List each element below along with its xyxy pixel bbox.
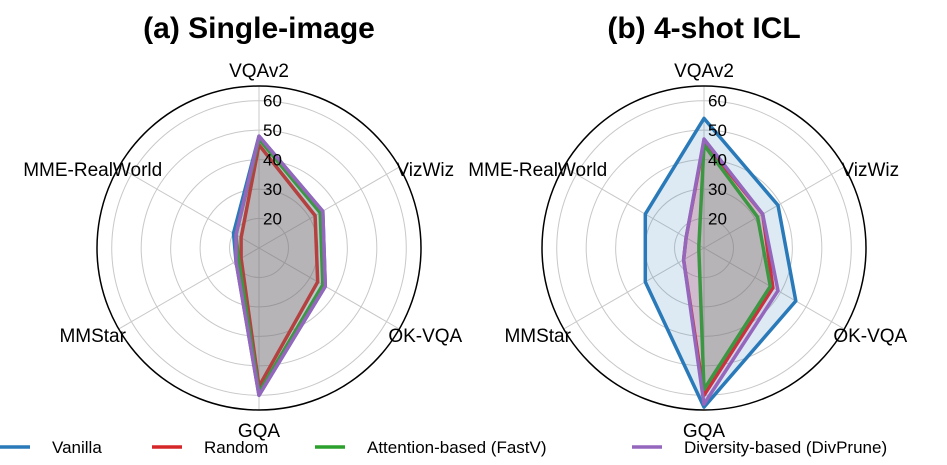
radar-series-4-shot-icl xyxy=(643,116,798,409)
axis-label-vizwiz: VizWiz xyxy=(841,160,899,181)
axis-label-mme-realworld: MME-RealWorld xyxy=(468,160,607,181)
axis-label-gqa: GQA xyxy=(238,421,281,442)
radial-tick-label: 50 xyxy=(263,121,282,140)
radial-tick-label: 30 xyxy=(708,180,727,199)
axis-labels-single-image: 20 30 40 50 60 VQAv2 VizWiz OK-VQA GQA MMStar MME-… xyxy=(23,61,462,442)
radar-spoke xyxy=(258,247,400,330)
legend-label-vanilla: Vanilla xyxy=(52,438,102,457)
radial-tick-label: 50 xyxy=(708,121,727,140)
series-diversity-based-divprune xyxy=(681,137,780,406)
legend-label-diversity-based-divprune: Diversity-based (DivPrune) xyxy=(684,438,887,457)
axis-label-mmstar: MMStar xyxy=(59,326,126,347)
series-diversity-based-divprune xyxy=(234,134,328,398)
legend-label-random: Random xyxy=(204,438,268,457)
radial-tick-label: 60 xyxy=(708,92,727,111)
radar-grid-ring xyxy=(140,129,378,367)
radial-tick-label: 30 xyxy=(263,180,282,199)
axis-label-mme-realworld: MME-RealWorld xyxy=(23,160,162,181)
legend-item-random: Random xyxy=(152,438,268,457)
axis-label-vizwiz: VizWiz xyxy=(396,160,454,181)
radar-series-single-image xyxy=(231,134,328,398)
panel-title-4-shot-icl: (b) 4-shot ICL xyxy=(607,12,800,45)
radial-tick-label: 20 xyxy=(263,210,282,229)
radar-spoke xyxy=(563,247,705,330)
series-attention-based-fastv xyxy=(697,143,773,392)
radar-grid-ring xyxy=(170,159,348,337)
axis-label-mmstar: MMStar xyxy=(504,326,571,347)
radial-tick-label: 60 xyxy=(263,92,282,111)
radial-tick-label: 20 xyxy=(708,210,727,229)
radar-grid-ring xyxy=(674,218,734,278)
radar-spoke xyxy=(258,166,400,249)
radial-tick-label: 40 xyxy=(263,151,282,170)
radial-tick-label: 40 xyxy=(708,151,727,170)
panel-title-single-image: (a) Single-image xyxy=(143,12,375,45)
radar-frame xyxy=(96,85,422,411)
axis-labels-4-shot-icl: 20 30 40 50 60 VQAv2 VizWiz OK-VQA GQA MMStar MME-… xyxy=(468,61,907,442)
series-vanilla xyxy=(643,116,798,409)
legend-item-attention-based-fastv: Attention-based (FastV) xyxy=(315,438,547,457)
panel-4-shot-icl: (b) 4-shot ICL 20 30 40 50 60 VQAv2 VizWiz OK-V… xyxy=(468,12,907,442)
radar-grid-ring xyxy=(229,218,289,278)
axis-label-gqa: GQA xyxy=(683,421,726,442)
legend: Vanilla Random Attention-based (FastV) Dive… xyxy=(0,438,887,457)
radar-spoke xyxy=(703,166,845,249)
axis-label-ok-vqa: OK-VQA xyxy=(833,326,907,347)
legend-label-attention-based-fastv: Attention-based (FastV) xyxy=(367,438,547,457)
radar-spoke xyxy=(563,166,705,249)
legend-item-diversity-based-divprune: Diversity-based (DivPrune) xyxy=(632,438,887,457)
legend-item-vanilla: Vanilla xyxy=(0,438,102,457)
axis-label-ok-vqa: OK-VQA xyxy=(388,326,462,347)
axis-label-vqav2: VQAv2 xyxy=(674,61,734,82)
panel-single-image: (a) Single-image 20 30 40 50 60 VQAv2 VizWiz OK… xyxy=(23,12,462,442)
axis-label-vqav2: VQAv2 xyxy=(229,61,289,82)
radar-frame xyxy=(541,85,867,411)
